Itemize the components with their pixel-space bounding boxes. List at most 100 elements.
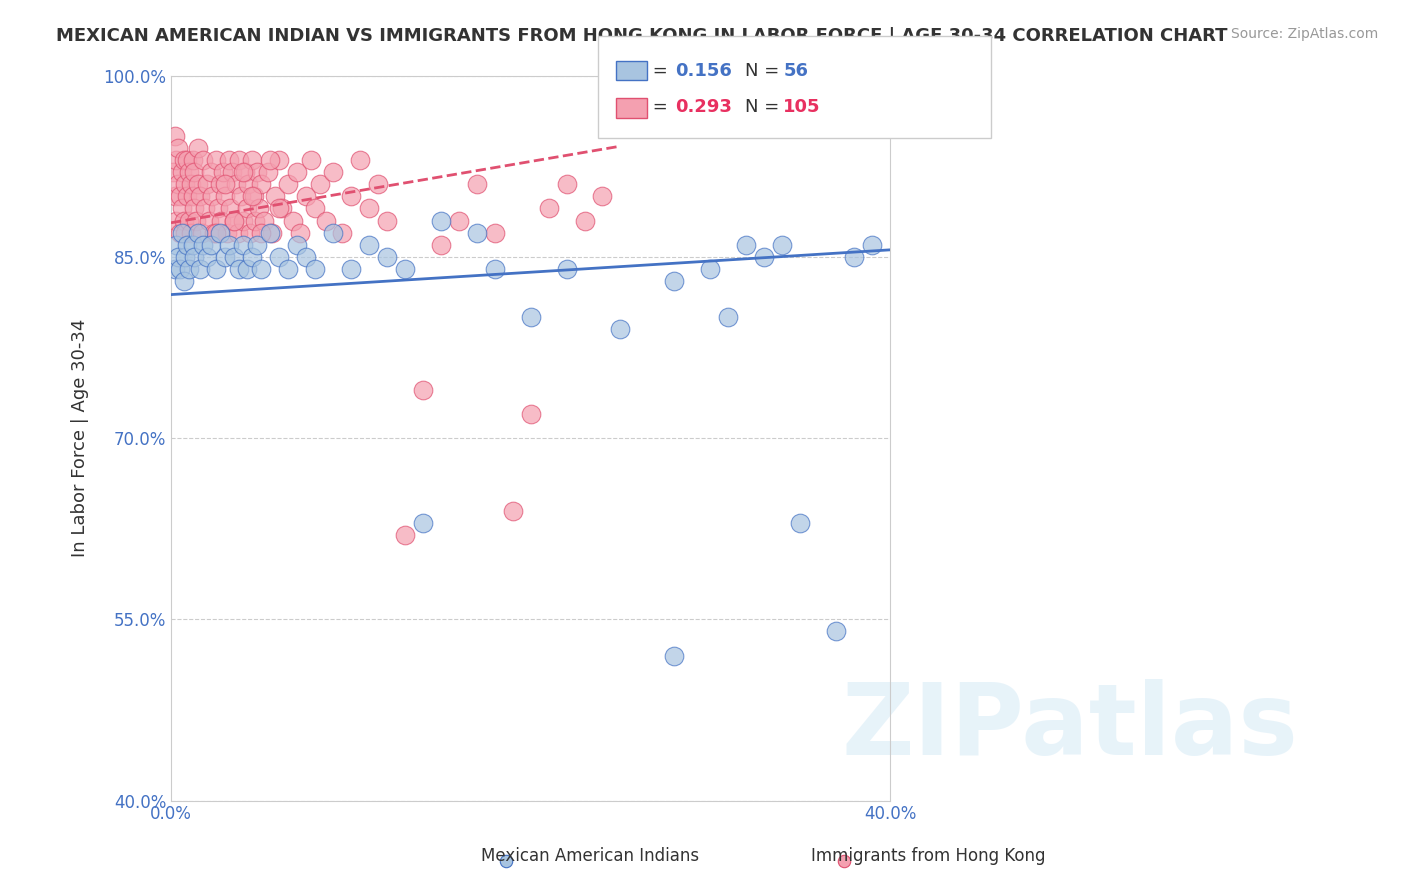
Point: [844, 250, 866, 264]
Point: [247, 202, 270, 216]
Point: [167, 141, 190, 155]
Point: [322, 226, 344, 240]
Point: [205, 153, 228, 168]
Point: [218, 237, 240, 252]
Point: [187, 226, 209, 240]
Point: [193, 237, 215, 252]
Point: [181, 237, 204, 252]
Point: [519, 310, 541, 325]
Point: [375, 250, 398, 264]
Point: [250, 261, 273, 276]
Point: [240, 250, 263, 264]
Text: ZIPatlas: ZIPatlas: [842, 680, 1298, 776]
Point: [221, 165, 243, 179]
Point: [574, 213, 596, 227]
Point: [188, 261, 211, 276]
Point: [169, 261, 191, 276]
Point: [537, 202, 560, 216]
Point: [173, 153, 195, 168]
Point: [238, 178, 260, 192]
Point: [214, 178, 236, 192]
Point: [339, 189, 361, 203]
Point: [375, 213, 398, 227]
Point: [180, 226, 202, 240]
Point: [246, 237, 269, 252]
Point: [232, 237, 254, 252]
Text: R =: R =: [623, 62, 673, 80]
Point: [202, 226, 225, 240]
Point: [465, 178, 488, 192]
Point: [502, 503, 524, 517]
Point: [295, 250, 318, 264]
Point: [484, 226, 506, 240]
Point: [167, 250, 190, 264]
Point: [271, 202, 294, 216]
Point: [235, 202, 257, 216]
Point: [170, 165, 193, 179]
Point: [222, 213, 245, 227]
Point: [349, 153, 371, 168]
Point: [195, 250, 218, 264]
Point: [322, 165, 344, 179]
Point: [183, 165, 205, 179]
Point: [357, 202, 380, 216]
Point: [283, 213, 305, 227]
Point: [163, 261, 186, 276]
Point: [209, 213, 232, 227]
Point: [200, 237, 222, 252]
Point: [176, 153, 198, 168]
Point: [232, 213, 254, 227]
Point: [177, 213, 200, 227]
Point: [165, 213, 187, 227]
Point: [205, 226, 228, 240]
Point: [367, 178, 389, 192]
Point: [195, 178, 218, 192]
Point: [253, 213, 276, 227]
Text: Immigrants from Hong Kong: Immigrants from Hong Kong: [811, 847, 1045, 865]
Point: [832, 854, 855, 868]
Point: [174, 250, 197, 264]
Point: [226, 226, 249, 240]
Point: [519, 407, 541, 421]
Point: [267, 202, 290, 216]
Point: [176, 237, 198, 252]
Point: [215, 226, 238, 240]
Point: [304, 261, 326, 276]
Point: [664, 648, 686, 663]
Point: [315, 213, 337, 227]
Point: [309, 178, 332, 192]
Point: [218, 153, 240, 168]
Point: [609, 322, 631, 336]
Point: [170, 202, 193, 216]
Point: [277, 178, 299, 192]
Point: [277, 261, 299, 276]
Point: [246, 165, 269, 179]
Point: [357, 237, 380, 252]
Point: [197, 213, 219, 227]
Point: [214, 250, 236, 264]
Text: Mexican American Indians: Mexican American Indians: [481, 847, 700, 865]
Point: [860, 237, 883, 252]
Point: [239, 226, 262, 240]
Point: [394, 261, 416, 276]
Point: [259, 153, 281, 168]
Point: [188, 189, 211, 203]
Point: [205, 261, 228, 276]
Point: [228, 153, 250, 168]
Point: [174, 226, 197, 240]
Point: [187, 178, 209, 192]
Point: [228, 261, 250, 276]
Point: [177, 261, 200, 276]
Point: [304, 202, 326, 216]
Point: [465, 226, 488, 240]
Point: [173, 274, 195, 288]
Point: [555, 178, 578, 192]
Point: [176, 189, 198, 203]
Text: N =: N =: [745, 98, 785, 116]
Point: [208, 226, 231, 240]
Point: [447, 213, 470, 227]
Point: [170, 226, 193, 240]
Point: [167, 178, 190, 192]
Point: [267, 153, 290, 168]
Point: [429, 213, 451, 227]
